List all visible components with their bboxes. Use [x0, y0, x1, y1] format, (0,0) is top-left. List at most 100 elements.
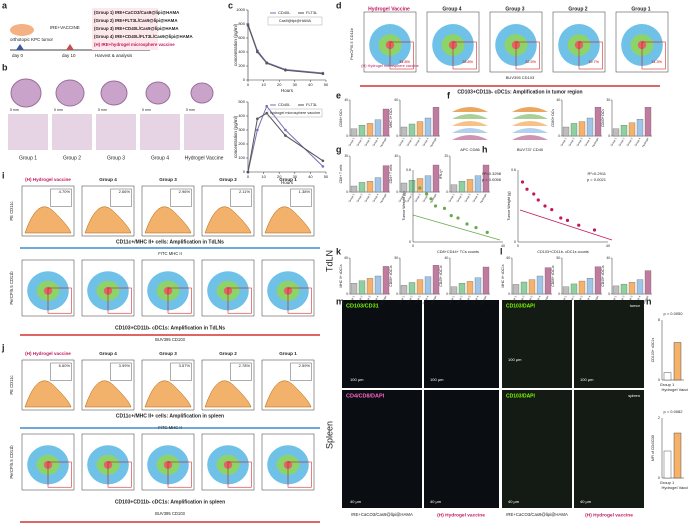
gate — [47, 287, 72, 314]
micrograph — [574, 300, 644, 388]
y-tick-label: 60 — [394, 98, 398, 102]
x-tick-label: 10 — [261, 82, 266, 87]
contour — [24, 206, 72, 234]
stat: p = 0.0082 — [663, 409, 683, 414]
histology — [184, 114, 224, 150]
caption: CD11c+/MHC II+ cells: Amplification in s… — [116, 413, 224, 419]
x-tick-label: Group 4 — [633, 136, 641, 147]
micrograph — [502, 300, 572, 388]
x-tick-label: Group 1 — [559, 136, 567, 147]
x-tick-label: Group 4 — [633, 294, 641, 305]
y-tick-label: 30 — [344, 154, 348, 158]
y-tick-label: 0 — [608, 134, 610, 138]
gate — [227, 461, 252, 488]
bar — [416, 279, 424, 295]
x-tick-label: Group 1 — [347, 294, 355, 305]
axis-label: CD80+ DCs — [551, 109, 555, 127]
axis-label: CD8+CD44+ TCs counts — [437, 250, 479, 254]
axis — [412, 170, 503, 243]
scale-label: 5 mm — [10, 108, 19, 112]
gate — [641, 41, 666, 70]
x-tick-label: Hydrogel — [479, 192, 488, 203]
legend-label: FLT3L — [306, 10, 318, 15]
group-label: (Group 4) IRE+CD40L/FLT3L/Cas9@lipi@HAMA — [94, 34, 193, 39]
group-label: Hydrogel Vaccine — [185, 155, 224, 161]
note-box — [267, 16, 323, 26]
axis-label: CD86+ cDC1s — [389, 265, 393, 287]
gate-percent: 3.99% — [119, 363, 131, 368]
x-tick-label: Group 4 — [471, 294, 479, 305]
tumor-section — [145, 81, 171, 105]
axis-label: CD103+ cDC1s — [651, 338, 655, 363]
micrograph — [342, 390, 422, 508]
x-tick-label: Group 1 — [397, 192, 405, 203]
axis-label: CD8+ T cells — [339, 164, 343, 183]
y-tick-label: 0.6 — [511, 168, 516, 172]
bar — [663, 372, 672, 381]
group-label: (Group 2) IRE+FLT3L/Cas9@lipi@HAMA — [94, 18, 178, 23]
axis-label: FITC MHC II — [158, 251, 182, 256]
contour — [204, 206, 252, 234]
bar — [424, 117, 432, 137]
point — [256, 128, 259, 132]
axis — [517, 170, 608, 243]
note: hydrogel microsphere vaccine — [270, 111, 320, 115]
axis-label: Hours — [281, 88, 294, 93]
y-tick-label: 0 — [243, 169, 246, 174]
y-tick-label: 200 — [238, 141, 245, 146]
group-label: (Group 1) IRE+CaCO3/Cas9@lipi@HAMA — [94, 10, 180, 15]
x-tick-label: Group 2 — [517, 294, 525, 305]
x-tick-label: 40 — [308, 82, 313, 87]
gate-percent: 6.60% — [59, 363, 71, 368]
bar — [544, 267, 552, 295]
gate-percent: 2.96% — [179, 189, 191, 194]
axis-label: CD86+ DCs — [339, 109, 343, 127]
column-header: Group 1 — [279, 177, 297, 182]
y-tick-label: 60 — [344, 256, 348, 260]
tumor-section — [55, 79, 85, 107]
x-tick-label: Group 3 — [363, 192, 371, 203]
contour — [24, 380, 72, 408]
contour — [144, 380, 192, 408]
stat: p = 0.0050 — [663, 311, 683, 316]
bar — [408, 123, 416, 137]
y-tick-label: 0 — [514, 240, 516, 244]
micrograph — [502, 390, 572, 508]
gate — [110, 188, 132, 207]
point — [265, 111, 269, 115]
scale-label: 5 mm — [54, 108, 63, 112]
histology — [140, 114, 180, 150]
column-header: Group 2 — [219, 177, 237, 182]
y-tick-label: 40 — [394, 154, 398, 158]
bar — [382, 266, 390, 295]
scale-label: 100 μm — [350, 377, 364, 382]
caption: CD103+CD11b- cDC1s: Amplification in spl… — [115, 499, 225, 505]
panel-letter: m — [336, 296, 344, 306]
point — [284, 68, 287, 72]
x-tick-label: Hydrogel — [429, 192, 438, 203]
label: tumor — [630, 303, 641, 308]
micrograph — [424, 390, 499, 508]
panel-letter: c — [228, 0, 233, 10]
column-header: Group 3 — [159, 177, 177, 182]
axis-label: CD40+ cDC1s — [601, 265, 605, 287]
histogram — [512, 114, 548, 119]
histogram — [512, 128, 548, 133]
x-tick-label: Group 3 — [413, 136, 421, 147]
x-tick-label: Group 1 — [397, 294, 405, 305]
stat: R²=0.3298 — [482, 171, 502, 176]
bar — [366, 123, 374, 137]
bar — [628, 122, 636, 137]
contour — [204, 380, 252, 408]
x-tick-label: 30 — [293, 82, 298, 87]
gate — [50, 362, 72, 381]
y-tick-label: 300 — [238, 127, 245, 132]
note: Cas9@lipi@HAMA — [279, 19, 312, 23]
bar — [450, 184, 458, 193]
panel-letter: n — [646, 296, 652, 306]
point — [284, 128, 287, 132]
bar — [358, 182, 366, 193]
label: (H) Hydrogel vaccine — [585, 512, 633, 518]
